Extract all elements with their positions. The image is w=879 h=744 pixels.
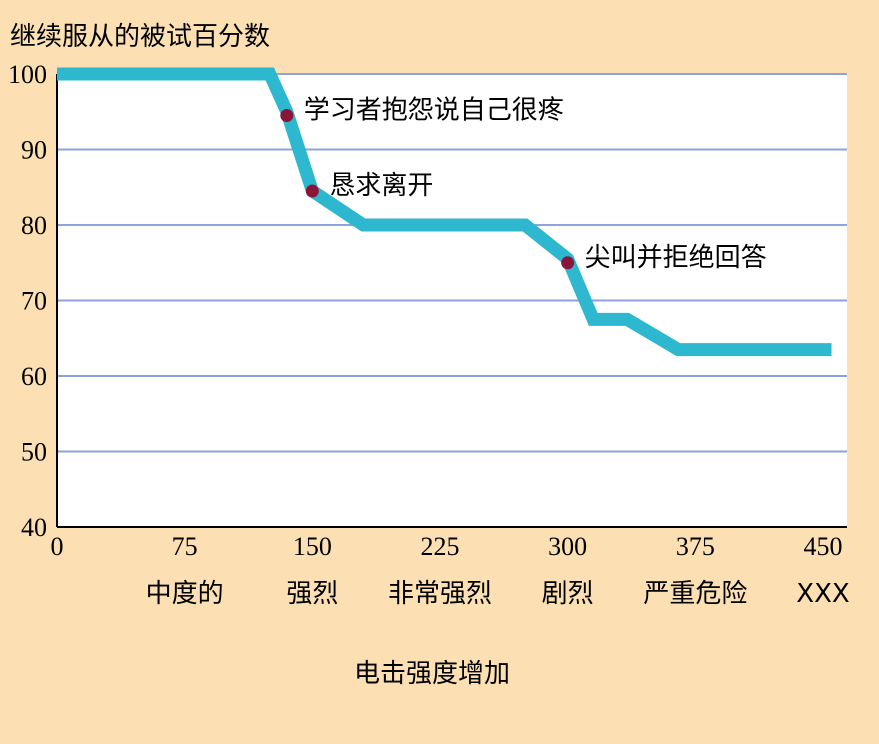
category-label: 严重危险: [643, 579, 747, 609]
series-layer: [57, 67, 832, 357]
x-tick-labels: 0 75 150 225 300 375 450: [51, 532, 843, 561]
series-line: [57, 67, 832, 357]
category-label: 中度的: [146, 579, 224, 609]
annotation-marker: [305, 184, 319, 198]
annotation-label: 学习者抱怨说自己很疼: [304, 96, 564, 126]
y-tick-label: 90: [21, 136, 47, 165]
y-tick-label: 40: [21, 513, 47, 542]
y-axis-title: 继续服从的被试百分数: [10, 22, 270, 52]
y-tick-label: 60: [21, 362, 47, 391]
y-tick-label: 80: [21, 211, 47, 240]
y-tick-label: 50: [21, 438, 47, 467]
x-axis-title: 电击强度增加: [354, 659, 510, 689]
category-label: 非常强烈: [388, 579, 492, 609]
x-tick-label: 0: [51, 532, 64, 561]
y-tick-label: 100: [8, 60, 47, 89]
y-tick-label: 70: [21, 287, 47, 316]
x-tick-label: 150: [293, 532, 332, 561]
category-label: XXX: [796, 579, 849, 609]
x-tick-label: 75: [172, 532, 198, 561]
annotation-marker: [561, 256, 575, 270]
x-tick-label: 450: [804, 532, 843, 561]
category-labels: 中度的 强烈 非常强烈 剧烈 严重危险 XXX: [146, 579, 850, 609]
annotation-marker: [280, 109, 294, 123]
x-tick-label: 225: [421, 532, 460, 561]
y-tick-labels: 40 50 60 70 80 90 100: [8, 60, 47, 542]
annotation-label: 尖叫并拒绝回答: [585, 243, 767, 273]
x-tick-label: 300: [548, 532, 587, 561]
category-label: 强烈: [286, 579, 338, 609]
annotation-label: 恳求离开: [329, 171, 433, 201]
x-tick-label: 375: [676, 532, 715, 561]
category-label: 剧烈: [542, 579, 594, 609]
